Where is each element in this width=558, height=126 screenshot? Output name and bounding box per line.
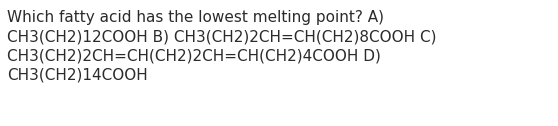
Text: Which fatty acid has the lowest melting point? A)
CH3(CH2)12COOH B) CH3(CH2)2CH=: Which fatty acid has the lowest melting …: [7, 10, 437, 83]
